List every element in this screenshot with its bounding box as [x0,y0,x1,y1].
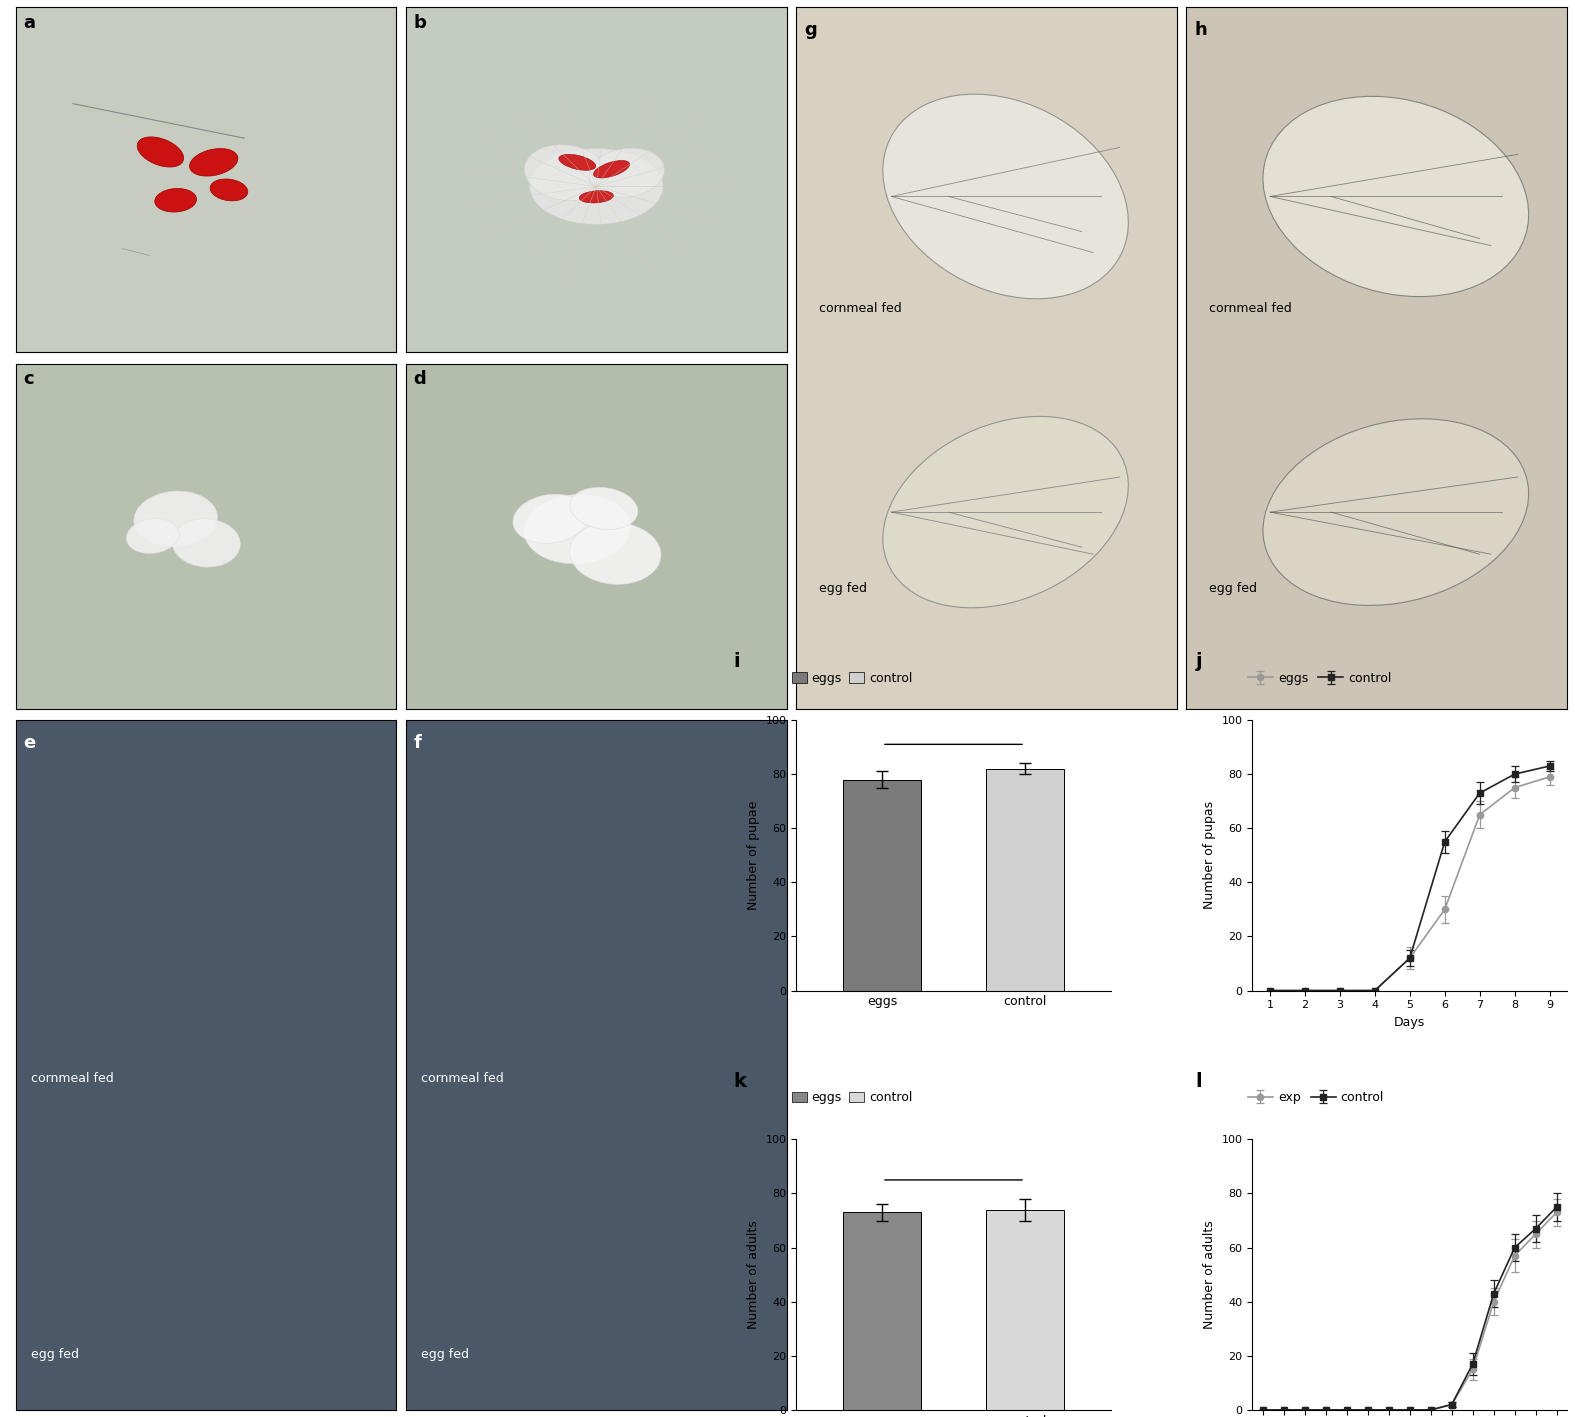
Ellipse shape [884,417,1128,608]
Text: g: g [803,21,816,40]
Y-axis label: Number of adults: Number of adults [1203,1220,1216,1329]
Legend: eggs, control: eggs, control [788,667,918,690]
Ellipse shape [137,137,184,167]
Ellipse shape [524,495,630,564]
Ellipse shape [589,149,665,197]
Ellipse shape [154,188,197,213]
Y-axis label: Number of adults: Number of adults [747,1220,759,1329]
Ellipse shape [529,149,663,224]
Ellipse shape [884,94,1128,299]
Text: j: j [1195,652,1202,672]
Bar [843,1213,921,1410]
Text: egg fed: egg fed [1210,582,1257,595]
Text: e: e [24,734,36,752]
Ellipse shape [524,145,608,201]
Ellipse shape [570,521,662,584]
Y-axis label: Number of pupas: Number of pupas [1203,801,1216,910]
Legend: eggs, control: eggs, control [1243,667,1397,690]
Ellipse shape [594,160,630,179]
Legend: eggs, control: eggs, control [788,1085,918,1110]
Text: b: b [414,14,427,33]
Text: a: a [24,14,35,33]
Text: egg fed: egg fed [32,1348,79,1362]
Text: i: i [734,652,740,672]
Bar [843,779,921,990]
Text: cornmeal fed: cornmeal fed [1210,302,1292,315]
Bar [986,768,1065,990]
Text: d: d [414,370,427,388]
Y-axis label: Number of pupae: Number of pupae [747,801,759,910]
Ellipse shape [513,495,589,543]
Text: cornmeal fed: cornmeal fed [421,1073,504,1085]
Ellipse shape [189,149,238,176]
Ellipse shape [580,191,613,203]
Text: c: c [24,370,35,388]
Text: cornmeal fed: cornmeal fed [32,1073,113,1085]
Text: f: f [414,734,422,752]
Text: k: k [734,1071,747,1091]
Ellipse shape [126,519,180,554]
Ellipse shape [209,179,247,201]
X-axis label: Days: Days [1394,1016,1425,1029]
Ellipse shape [134,492,217,547]
Text: egg fed: egg fed [421,1348,469,1362]
Text: l: l [1195,1071,1202,1091]
Text: cornmeal fed: cornmeal fed [819,302,902,315]
Ellipse shape [1263,96,1529,296]
Legend: exp, control: exp, control [1243,1085,1389,1110]
Ellipse shape [172,519,241,567]
Text: h: h [1194,21,1206,40]
Ellipse shape [570,487,638,530]
Bar [986,1210,1065,1410]
Ellipse shape [1263,419,1529,605]
Text: egg fed: egg fed [819,582,868,595]
Ellipse shape [559,154,595,170]
